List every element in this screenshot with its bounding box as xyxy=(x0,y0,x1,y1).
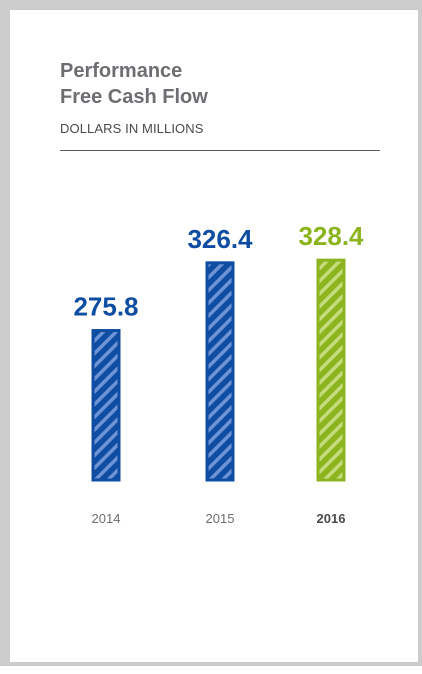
chart-title: Performance Free Cash Flow xyxy=(60,58,208,110)
bar-2014 xyxy=(91,329,121,482)
card-border-left xyxy=(0,0,10,666)
value-label-2014: 275.8 xyxy=(73,292,138,322)
card-border-bottom xyxy=(0,662,422,666)
chart-title-line-2: Free Cash Flow xyxy=(60,86,208,108)
chart-title-line-1: Performance xyxy=(60,60,183,82)
card-border-top xyxy=(0,0,422,10)
chart-subtitle: DOLLARS IN MILLIONS xyxy=(60,121,204,136)
category-label-2014: 2014 xyxy=(92,511,121,526)
value-label-2016: 328.4 xyxy=(298,221,364,251)
card-border-right xyxy=(418,0,422,666)
category-label-2016: 2016 xyxy=(317,511,346,526)
bar-2016 xyxy=(316,258,346,482)
value-label-2015: 326.4 xyxy=(187,224,253,254)
title-divider xyxy=(60,150,380,151)
category-label-2015: 2015 xyxy=(206,511,235,526)
bar-2015 xyxy=(205,261,235,482)
